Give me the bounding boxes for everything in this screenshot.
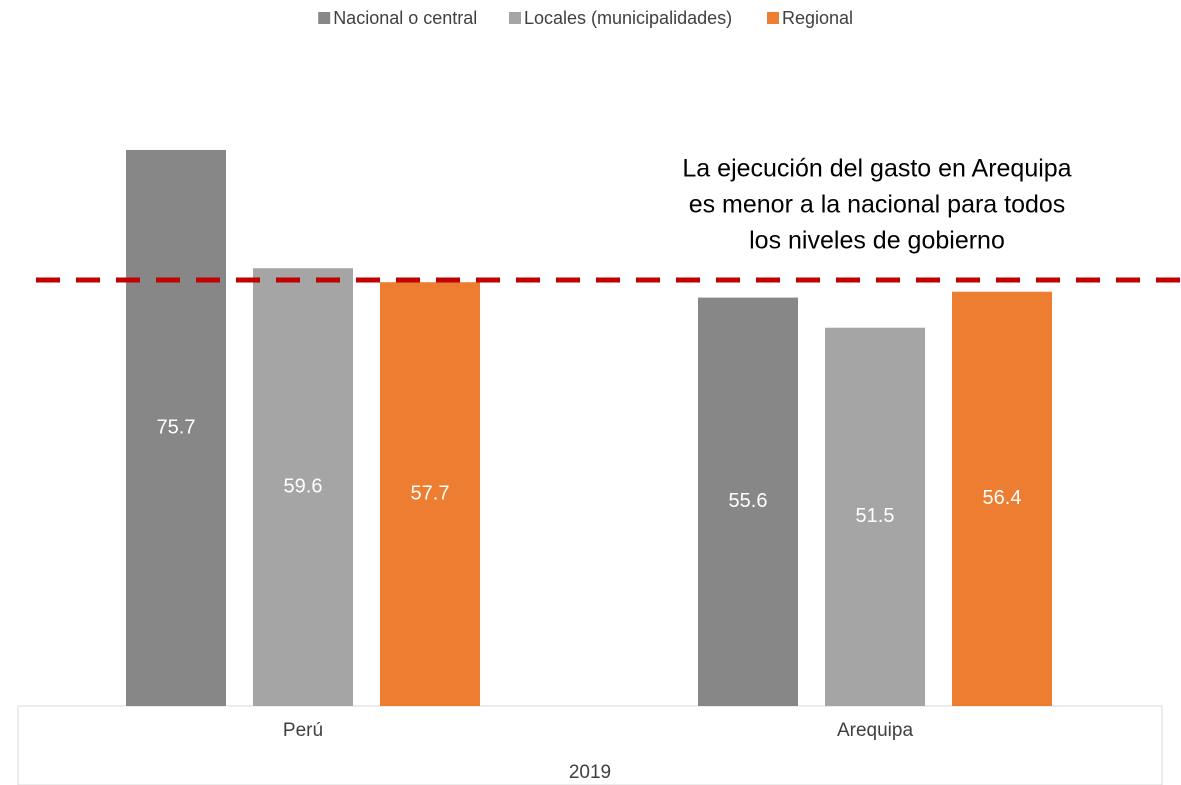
annotation: La ejecución del gasto en Arequipa — [682, 155, 1071, 183]
bar — [253, 268, 353, 706]
annotation: es menor a la nacional para todos — [689, 191, 1066, 219]
category-box — [17, 705, 1163, 785]
legend-label: Nacional o central — [333, 8, 477, 28]
group-label: 2019 — [569, 762, 611, 783]
legend-label: Regional — [782, 8, 853, 28]
data-label: 51.5 — [856, 505, 895, 527]
x-tick-label: Arequipa — [837, 720, 913, 741]
bar — [126, 149, 226, 706]
x-tick-label: Perú — [283, 720, 323, 741]
bar — [698, 297, 798, 706]
data-label: 59.6 — [284, 475, 323, 497]
data-label: 57.7 — [411, 482, 450, 504]
data-label: 75.7 — [157, 416, 196, 438]
bar — [952, 291, 1052, 706]
legend-swatch — [767, 12, 779, 24]
legend-swatch — [318, 12, 331, 24]
annotation: los niveles de gobierno — [749, 227, 1005, 255]
data-label: 56.4 — [983, 487, 1022, 509]
bar — [825, 327, 925, 706]
legend-label: Locales (municipalidades) — [524, 8, 732, 28]
bar — [380, 282, 480, 706]
data-label: 55.6 — [729, 490, 768, 512]
legend-swatch — [509, 12, 521, 24]
